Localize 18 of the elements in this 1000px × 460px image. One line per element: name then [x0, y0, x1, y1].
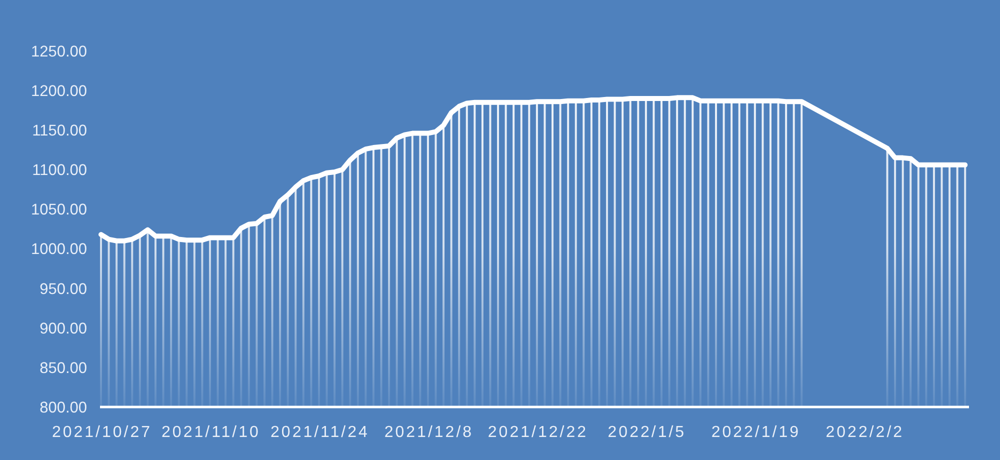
y-tick-label: 1150.00 [32, 122, 88, 140]
y-tick-label: 1250.00 [30, 43, 88, 60]
x-tick-label: 2021/11/10 [162, 424, 260, 441]
x-tick-label: 2022/1/19 [711, 424, 801, 441]
y-tick-label: 900.00 [40, 320, 88, 338]
x-tick-label: 2021/11/24 [270, 424, 370, 441]
y-tick-label: 1050.00 [30, 202, 88, 219]
x-tick-label: 2021/10/27 [52, 424, 152, 441]
x-tick-label: 2021/12/8 [384, 424, 474, 441]
y-tick-label: 1100.00 [32, 162, 88, 180]
y-tick-label: 800.00 [40, 399, 88, 416]
y-tick-label: 950.00 [40, 280, 88, 298]
y-tick-label: 850.00 [40, 360, 88, 377]
y-tick-label: 1000.00 [30, 241, 88, 258]
x-tick-label: 2022/1/5 [608, 424, 686, 441]
y-tick-label: 1200.00 [30, 82, 88, 100]
x-tick-label: 2022/2/2 [826, 424, 904, 441]
x-tick-label: 2021/12/22 [488, 424, 588, 441]
